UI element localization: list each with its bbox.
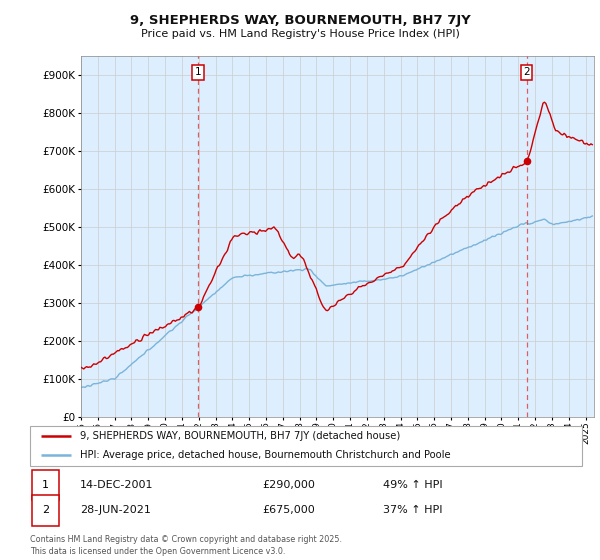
- FancyBboxPatch shape: [30, 426, 582, 466]
- Text: 9, SHEPHERDS WAY, BOURNEMOUTH, BH7 7JY (detached house): 9, SHEPHERDS WAY, BOURNEMOUTH, BH7 7JY (…: [80, 432, 400, 441]
- Text: 1: 1: [42, 480, 49, 490]
- Text: 28-JUN-2021: 28-JUN-2021: [80, 506, 151, 515]
- Text: 2: 2: [42, 506, 49, 515]
- Text: 49% ↑ HPI: 49% ↑ HPI: [383, 480, 443, 490]
- Text: £290,000: £290,000: [262, 480, 315, 490]
- Text: 37% ↑ HPI: 37% ↑ HPI: [383, 506, 443, 515]
- Text: £675,000: £675,000: [262, 506, 314, 515]
- Text: Price paid vs. HM Land Registry's House Price Index (HPI): Price paid vs. HM Land Registry's House …: [140, 29, 460, 39]
- FancyBboxPatch shape: [32, 470, 59, 500]
- Text: 9, SHEPHERDS WAY, BOURNEMOUTH, BH7 7JY: 9, SHEPHERDS WAY, BOURNEMOUTH, BH7 7JY: [130, 14, 470, 27]
- Text: HPI: Average price, detached house, Bournemouth Christchurch and Poole: HPI: Average price, detached house, Bour…: [80, 450, 451, 460]
- Text: 14-DEC-2001: 14-DEC-2001: [80, 480, 153, 490]
- FancyBboxPatch shape: [32, 496, 59, 525]
- Text: Contains HM Land Registry data © Crown copyright and database right 2025.
This d: Contains HM Land Registry data © Crown c…: [30, 535, 342, 556]
- Text: 2: 2: [523, 67, 530, 77]
- Text: 1: 1: [195, 67, 202, 77]
